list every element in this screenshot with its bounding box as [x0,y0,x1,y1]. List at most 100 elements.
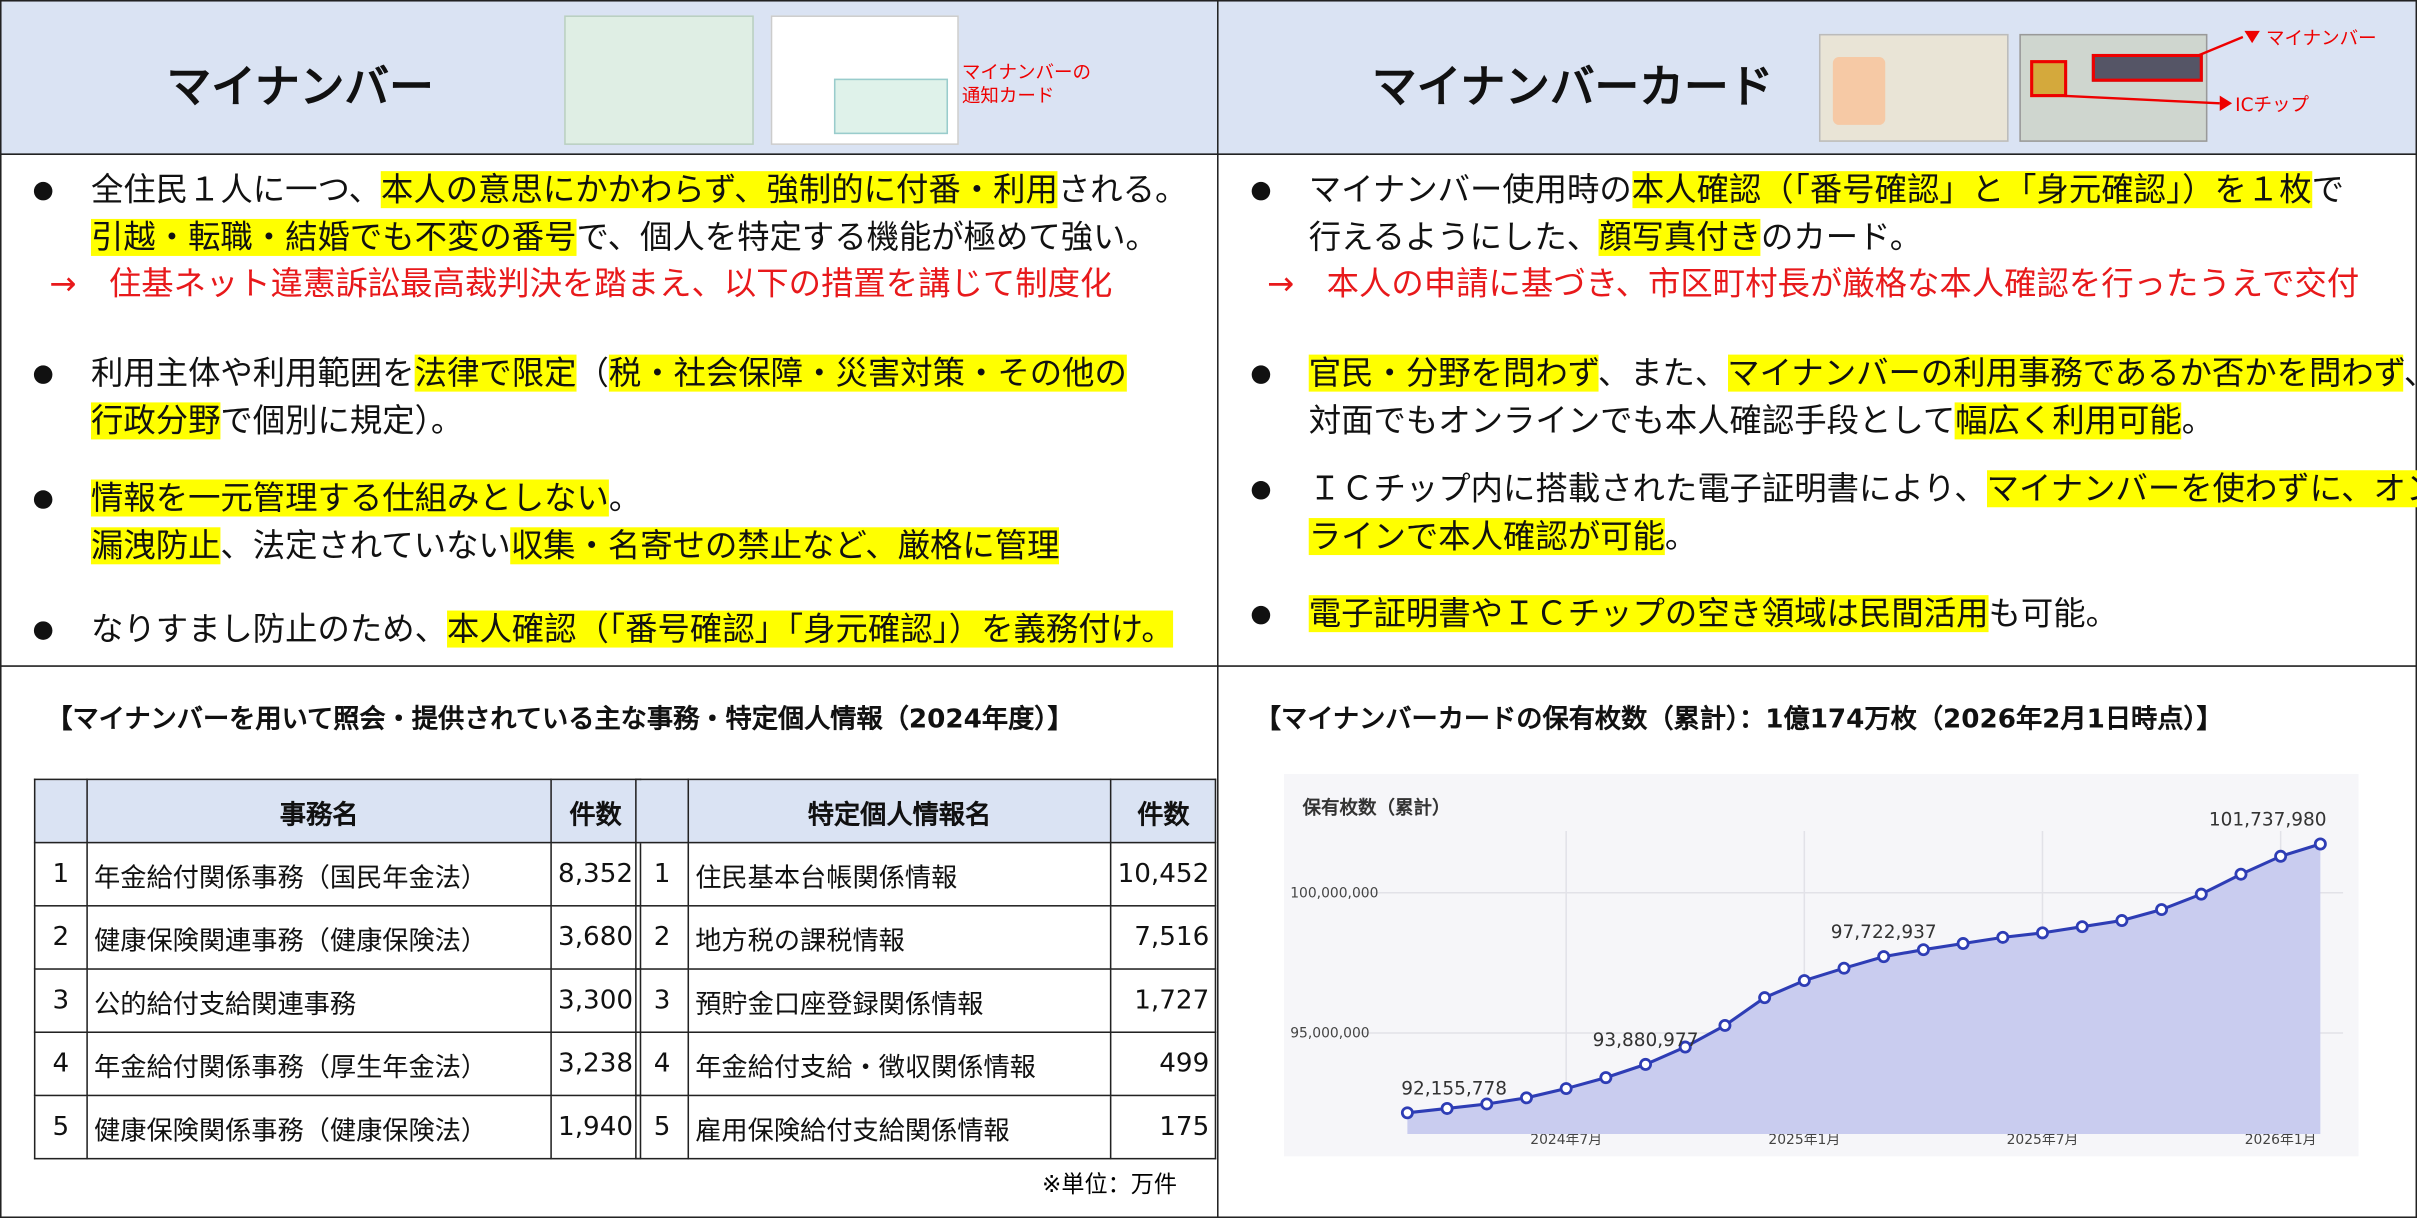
marker [1482,1099,1492,1109]
highlighted-text: 官民・分野を問わず [1309,355,1598,392]
value-label: 93,880,977 [1593,1030,1699,1051]
table-cell: 年金給付関係事務（国民年金法） [87,843,551,906]
slide: マイナンバー マイナンバーの 通知カード マイナンバーカード マイナンバー IC… [0,0,2417,1218]
marker [1879,952,1889,962]
marker [1839,963,1849,973]
bullet: 電子証明書やＩＣチップの空き領域は民間活用も可能。 [1252,591,2118,639]
table-cell: 健康保険関連事務（健康保険法） [87,906,551,969]
table-cell: 3 [35,969,87,1032]
table-cell: 1 [35,843,87,906]
bullet-dot [34,182,52,201]
table-cell: 3 [636,969,688,1032]
table-row: 5健康保険関係事務（健康保険法）1,940 [35,1095,640,1158]
bullet-line: 利用主体や利用範囲を法律で限定（税・社会保障・災害対策・その他の [34,350,1127,398]
highlighted-text: 本人確認（「番号確認」「身元確認」）を義務付け。 [447,611,1174,648]
bullet: 利用主体や利用範囲を法律で限定（税・社会保障・災害対策・その他の行政分野で個別に… [34,350,1127,446]
text: で、個人を特定する機能が極めて強い。 [577,219,1158,256]
highlighted-text: 本人の意思にかかわらず、強制的に付番・利用 [381,171,1058,208]
text: 行えるようにした、 [1309,219,1599,256]
highlighted-text: 漏洩防止 [91,527,220,564]
marker [2077,922,2087,932]
table-cell: 住民基本台帳関係情報 [688,843,1110,906]
table-cell: 年金給付関係事務（厚生年金法） [87,1032,551,1095]
bullet-line: ＩＣチップ内に搭載された電子証明書により、マイナンバーを使わずに、オン [1252,466,2417,514]
table-cell: 地方税の課税情報 [688,906,1110,969]
table-cell: 10,452 [1111,843,1217,906]
value-label: 101,737,980 [2209,809,2327,830]
x-tick-label: 2024年7月 [1530,1132,1602,1148]
table-cell: 雇用保険給付支給関係情報 [688,1095,1110,1158]
bullet-line: 漏洩防止、法定されていない収集・名寄せの禁止など、厳格に管理 [34,523,1060,571]
table-cell: 2 [35,906,87,969]
marker [2037,928,2047,938]
bullet: 全住民１人に一つ、本人の意思にかかわらず、強制的に付番・利用される。引越・転職・… [34,167,1187,307]
highlighted-text: 収集・名寄せの禁止など、厳格に管理 [511,527,1060,564]
bullet: ＩＣチップ内に搭載された電子証明書により、マイナンバーを使わずに、オンラインで本… [1252,466,2417,562]
table-cell: 175 [1111,1095,1217,1158]
value-label: 97,722,937 [1831,922,1937,943]
bullet: マイナンバー使用時の本人確認（「番号確認」と「身元確認」）を１枚で行えるようにし… [1252,167,2360,307]
text: 対面でもオンラインでも本人確認手段として [1309,402,1955,439]
table-header-row: 事務名件数 [35,779,640,842]
text: ＩＣチップ内に搭載された電子証明書により、 [1309,470,1987,507]
table-header-cell: 特定個人情報名 [688,779,1110,842]
text: 、また、 [1598,355,1727,392]
text: 。 [1665,518,1697,555]
table-cell: 5 [636,1095,688,1158]
bullet-line: なりすまし防止のため、本人確認（「番号確認」「身元確認」）を義務付け。 [34,606,1174,654]
text: マイナンバー使用時の [1309,171,1632,208]
text: 。 [2182,402,2214,439]
bullet-dot [1252,481,1270,500]
table-cell: 4 [636,1032,688,1095]
highlighted-text: ラインで本人確認が可能 [1309,518,1665,555]
text: （ [577,355,609,392]
marker [2156,904,2166,914]
marker [1799,975,1809,985]
value-label: 92,155,778 [1401,1078,1507,1099]
table-header-cell: 件数 [1111,779,1217,842]
table-cell: 4 [35,1032,87,1095]
table-cell: 1 [636,843,688,906]
bullet-line: 全住民１人に一つ、本人の意思にかかわらず、強制的に付番・利用される。 [34,167,1187,215]
table-cell: 1,940 [551,1095,640,1158]
table-cell: 公的給付支給関連事務 [87,969,551,1032]
table-row: 3公的給付支給関連事務3,300 [35,969,640,1032]
highlighted-text: マイナンバーを使わずに、オン [1987,470,2417,507]
bullet-line: 情報を一元管理する仕組みとしない。 [34,475,1060,523]
table-cell: 3,300 [551,969,640,1032]
bullet-line: 電子証明書やＩＣチップの空き領域は民間活用も可能。 [1252,591,2118,639]
bullet-line: 行えるようにした、顔写真付きのカード。 [1252,214,2360,262]
highlighted-text: マイナンバーの利用事務であるか否かを問わず [1727,355,2404,392]
table-header-row: 特定個人情報名件数 [636,779,1216,842]
marker [1958,938,1968,948]
highlighted-text: 本人確認（「番号確認」と「身元確認」）を１枚 [1632,171,2312,208]
marker [1720,1020,1730,1030]
bullet-line: ラインで本人確認が可能。 [1252,513,2417,561]
bullet-dot [34,490,52,509]
marker [1521,1093,1531,1103]
highlighted-text: 法律で限定 [415,355,577,392]
text: 全住民１人に一つ、 [91,171,381,208]
text: される。 [1058,171,1187,208]
text: 、法定されていない [220,527,510,564]
x-tick-label: 2025年7月 [2007,1132,2079,1148]
table-header-cell [35,779,87,842]
bullet-dot [34,621,52,640]
marker [1442,1103,1452,1113]
marker [2117,915,2127,925]
text: なりすまし防止のため、 [91,611,447,648]
text: のカード。 [1761,219,1922,256]
text: で [2312,171,2344,208]
table-header-cell: 事務名 [87,779,551,842]
highlighted-text: 行政分野 [91,402,220,439]
table-cell: 499 [1111,1032,1217,1095]
bullet-note: → 本人の申請に基づき、市区町村長が厳格な本人確認を行ったうえで交付 [1252,262,2360,307]
